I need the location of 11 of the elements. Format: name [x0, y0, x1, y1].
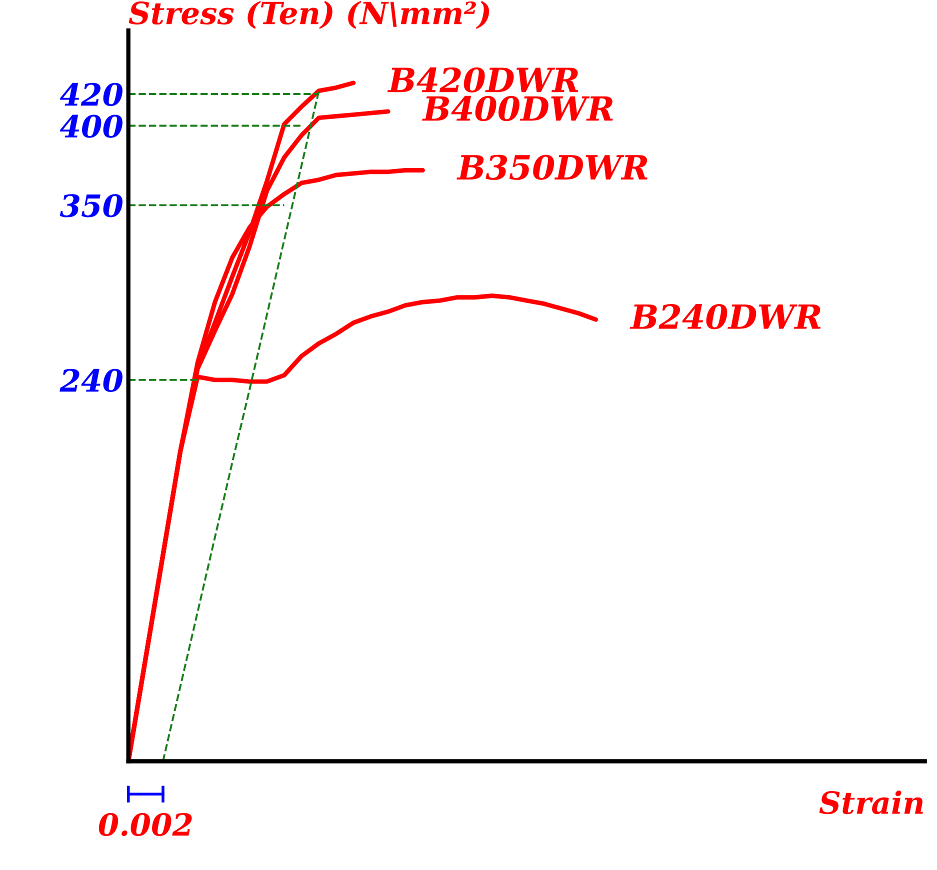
x-axis-title: Strain [819, 790, 923, 814]
series-label: B400DWR [422, 96, 613, 122]
y-tick-label: 240 [60, 368, 122, 392]
series-label: B350DWR [456, 154, 648, 180]
series-label: B240DWR [630, 304, 821, 330]
y-tick-label: 420 [60, 82, 122, 106]
y-axis-title: Stress (Ten) (N\mm²) [128, 0, 490, 29]
series-label: B420DWR [387, 67, 578, 93]
text: 0.002 [98, 812, 192, 836]
y-tick-label: 350 [60, 194, 122, 218]
y-tick-label: 400 [60, 114, 122, 138]
